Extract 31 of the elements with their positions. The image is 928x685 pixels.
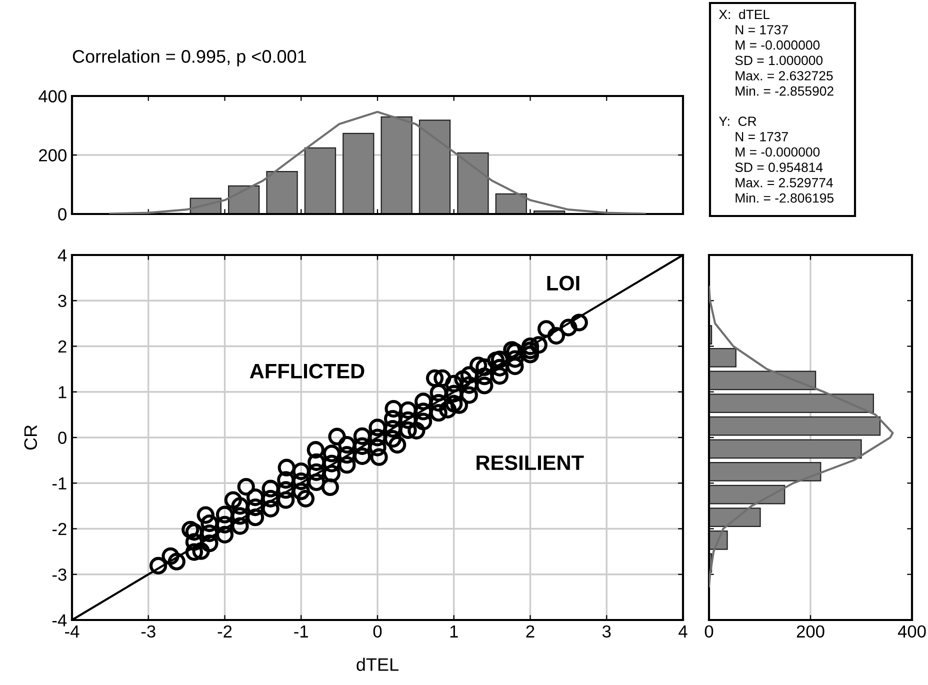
x-tick-label: 1 xyxy=(450,626,458,638)
y-tick-label: 0 xyxy=(58,208,66,220)
x-tick-label: 4 xyxy=(678,626,688,638)
annotation: LOI xyxy=(547,276,580,291)
text: Y: CR N = 1737 M = -0.000000 SD = 0.954814 Max. = 2.529774 Min. = -2.806195 xyxy=(718,116,834,203)
annotation: RESILIENT xyxy=(476,455,584,470)
chart-title: Correlation = 0.995, p <0.001 xyxy=(72,50,306,66)
x-tick-label: 2 xyxy=(526,625,534,638)
y-tick-label: -3 xyxy=(52,568,66,581)
x-tick-label: 400 xyxy=(898,625,926,638)
x-tick-label: 200 xyxy=(796,625,824,638)
y-axis-title: CR xyxy=(24,425,38,450)
y-tick-label: 400 xyxy=(38,90,66,102)
x-tick-label: -1 xyxy=(294,626,308,638)
y-tick-label: 2 xyxy=(58,340,66,353)
x-tick-label: -2 xyxy=(218,625,232,638)
x-tick-label: 0 xyxy=(373,625,382,638)
x-tick-label: 0 xyxy=(704,625,714,638)
x-tick-label: -3 xyxy=(141,625,156,638)
y-tick-label: 200 xyxy=(39,149,66,162)
y-tick-label: -4 xyxy=(52,614,67,626)
y-tick-label: -1 xyxy=(52,477,66,490)
y-tick-label: 0 xyxy=(58,432,66,444)
y-tick-label: 4 xyxy=(58,249,67,262)
y-tick-label: 3 xyxy=(58,294,66,308)
annotation: AFFLICTED xyxy=(250,364,364,378)
x-tick-label: 3 xyxy=(602,625,611,638)
x-axis-title: dTEL xyxy=(356,658,398,671)
y-tick-label: 1 xyxy=(58,386,66,398)
y-tick-label: -2 xyxy=(52,522,66,536)
text: X: dTEL N = 1737 M = -0.000000 SD = 1.000000 Max. = 2.632725 Min. = -2.855902 xyxy=(718,9,834,96)
